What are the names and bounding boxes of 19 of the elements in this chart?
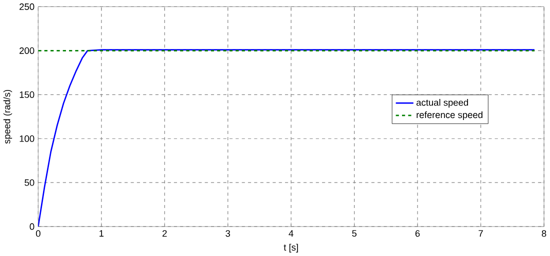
y-axis-title: speed (rad/s)	[3, 90, 12, 144]
x-tick-label: 4	[288, 230, 294, 237]
legend-label: reference speed	[416, 111, 482, 120]
x-tick-label: 6	[415, 230, 420, 237]
x-tick-label: 8	[542, 230, 546, 237]
y-tick-label: 100	[20, 135, 34, 142]
y-tick-label: 0	[30, 223, 34, 230]
y-tick-label: 50	[24, 179, 34, 186]
y-tick-label: 150	[20, 91, 34, 98]
x-tick-label: 0	[36, 230, 40, 237]
x-tick-label: 2	[162, 230, 167, 237]
y-tick-label: 200	[20, 47, 34, 54]
x-tick-label: 5	[352, 230, 357, 237]
x-tick-label: 7	[478, 230, 483, 237]
x-axis-title: t [s]	[284, 244, 298, 253]
y-tick-label: 250	[20, 3, 34, 10]
x-tick-label: 1	[100, 230, 104, 237]
x-tick-label: 3	[226, 230, 230, 237]
legend-label: actual speed	[416, 99, 468, 108]
